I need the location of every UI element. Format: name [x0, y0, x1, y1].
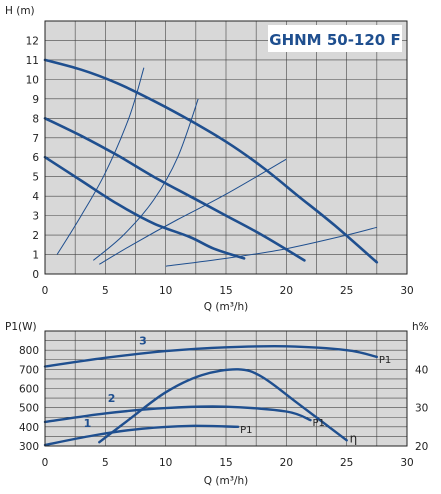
efficiency-y-tick-label: 20: [415, 441, 428, 453]
system-curve-line: [99, 158, 287, 265]
power-curves: [43, 344, 378, 447]
head-curve-line: [43, 58, 379, 264]
head-y-tick-label: 10: [26, 74, 39, 86]
head-y-tick-label: 2: [32, 230, 39, 242]
head-y-tick-label: 5: [32, 172, 39, 184]
power-curve-end-label: P1: [240, 425, 252, 436]
efficiency-y-tick-label: 40: [415, 364, 428, 376]
power-x-axis-label: Q (m³/h): [204, 475, 248, 487]
head-y-tick-label: 8: [32, 113, 39, 125]
head-x-axis-label: Q (m³/h): [204, 301, 248, 313]
power-y-tick-labels: 300 400 500 600 700 800: [19, 345, 39, 453]
efficiency-curve: η: [98, 368, 358, 445]
power-x-tick-label: 25: [340, 457, 353, 469]
head-y-tick-label: 3: [32, 211, 39, 223]
head-y-tick-label: 12: [26, 35, 39, 47]
head-y-tick-label: 6: [32, 152, 39, 164]
head-y-tick-label: 0: [32, 269, 39, 281]
head-x-tick-label: 15: [219, 285, 232, 297]
head-y-tick-label: 11: [26, 55, 39, 67]
head-chart-frame: [44, 20, 408, 275]
head-x-tick-label: 10: [159, 285, 172, 297]
efficiency-y-axis-label: h%: [412, 321, 429, 333]
power-y-tick-label: 600: [19, 384, 39, 396]
title-box: [268, 25, 402, 52]
power-x-tick-label: 5: [102, 457, 109, 469]
head-x-tick-label: 25: [340, 285, 353, 297]
head-x-tick-label: 20: [280, 285, 293, 297]
chart-title: GHNM 50-120 F: [269, 31, 400, 49]
head-y-tick-label: 9: [32, 94, 39, 106]
power-y-axis-label: P1(W): [5, 321, 37, 333]
power-curve-number-label: 2: [108, 392, 116, 405]
efficiency-curve-label: η: [350, 431, 358, 445]
power-x-tick-label: 15: [219, 457, 232, 469]
head-x-tick-label: 5: [102, 285, 109, 297]
head-curve-line: [43, 117, 306, 262]
system-curve-line: [92, 98, 199, 261]
power-curve-number-label: 1: [84, 417, 92, 430]
power-x-tick-labels: 0 5 10 15 20 25 30: [42, 457, 414, 469]
efficiency-curve-line: [98, 368, 348, 444]
power-y-tick-label: 700: [19, 364, 39, 376]
power-curve-line: [43, 344, 378, 368]
power-y-tick-label: 300: [19, 441, 39, 453]
power-x-tick-label: 0: [42, 457, 49, 469]
head-y-axis-label: H (m): [5, 5, 35, 17]
power-y-tick-label: 400: [19, 422, 39, 434]
head-x-tick-labels: 0 5 10 15 20 25 30: [42, 285, 414, 297]
efficiency-y-tick-labels: 20 30 40: [415, 364, 428, 453]
head-y-tick-label: 1: [32, 250, 39, 262]
head-y-tick-label: 7: [32, 133, 39, 145]
head-curves: [43, 58, 379, 264]
power-curve-end-label: P1: [379, 355, 391, 366]
head-y-tick-label: 4: [32, 191, 39, 203]
head-curve-line: [43, 155, 246, 260]
power-curve-line: [43, 424, 240, 447]
power-curve-end-label: P1: [312, 418, 324, 429]
power-curve-number-label: 3: [139, 334, 147, 347]
power-chart-frame: [44, 330, 408, 447]
head-x-tick-label: 0: [42, 285, 49, 297]
power-x-tick-label: 20: [280, 457, 293, 469]
power-y-tick-label: 500: [19, 403, 39, 415]
power-curve-labels: P1 3 P1 2 P1 1: [84, 334, 392, 435]
power-y-tick-label: 800: [19, 345, 39, 357]
system-curve-line: [56, 67, 145, 255]
efficiency-y-tick-label: 30: [415, 403, 428, 415]
power-x-tick-label: 30: [400, 457, 413, 469]
head-x-tick-label: 30: [400, 285, 413, 297]
power-curve-line: [43, 405, 312, 424]
power-x-tick-label: 10: [159, 457, 172, 469]
